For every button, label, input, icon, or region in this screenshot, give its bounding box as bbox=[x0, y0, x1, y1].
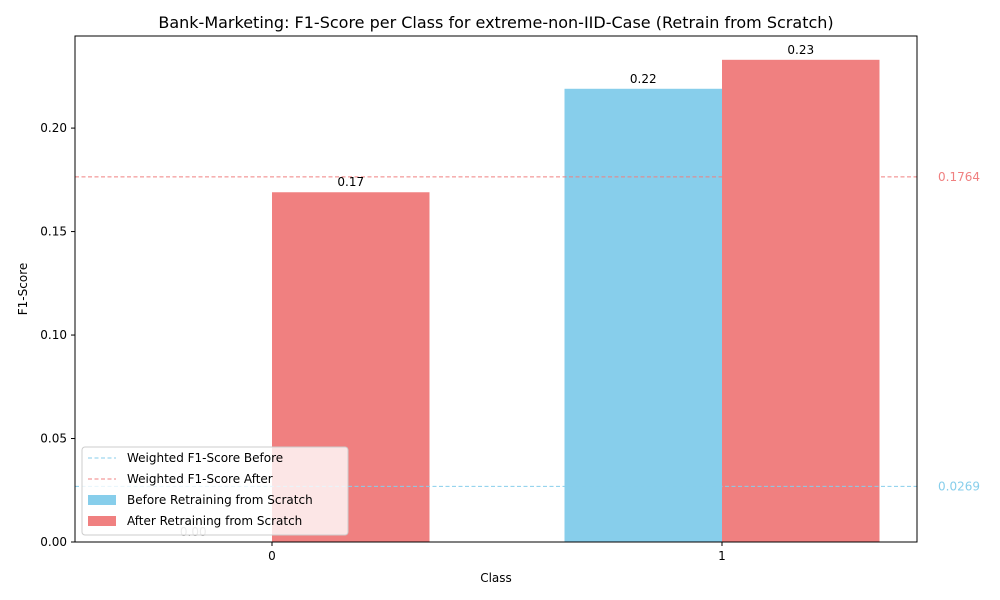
legend-entry-label: Before Retraining from Scratch bbox=[127, 493, 313, 507]
chart-title: Bank-Marketing: F1-Score per Class for e… bbox=[158, 13, 833, 32]
y-tick-label: 0.00 bbox=[40, 535, 67, 549]
bar-value-label: 0.23 bbox=[787, 43, 814, 57]
y-tick-label: 0.15 bbox=[40, 225, 67, 239]
bar-value-label: 0.22 bbox=[630, 72, 657, 86]
reference-line-value-label: 0.1764 bbox=[938, 170, 980, 184]
reference-line-value-label: 0.0269 bbox=[938, 479, 980, 493]
legend-patch-swatch bbox=[88, 495, 116, 505]
legend: Weighted F1-Score Before Weighted F1-Scor… bbox=[81, 446, 349, 536]
legend-patch-swatch bbox=[88, 516, 116, 526]
legend-box bbox=[81, 446, 349, 536]
legend-entry-label: After Retraining from Scratch bbox=[127, 514, 302, 528]
plot-area: 0.02690.17640.000.220.170.230.000.050.10… bbox=[40, 35, 980, 563]
legend-entry-label: Weighted F1-Score Before bbox=[127, 451, 283, 465]
y-tick-label: 0.10 bbox=[40, 328, 67, 342]
x-axis-label: Class bbox=[480, 571, 512, 585]
legend-entry-label: Weighted F1-Score After bbox=[127, 472, 273, 486]
axes-frame bbox=[74, 35, 918, 543]
bar-before-class-1 bbox=[564, 88, 722, 542]
y-tick-label: 0.20 bbox=[40, 121, 67, 135]
x-tick-label: 0 bbox=[268, 549, 276, 563]
x-tick-label: 1 bbox=[718, 549, 726, 563]
y-axis-label: F1-Score bbox=[16, 263, 30, 315]
bar-after-class-1 bbox=[722, 59, 880, 542]
bar-value-label: 0.17 bbox=[337, 175, 364, 189]
y-tick-label: 0.05 bbox=[40, 432, 67, 446]
